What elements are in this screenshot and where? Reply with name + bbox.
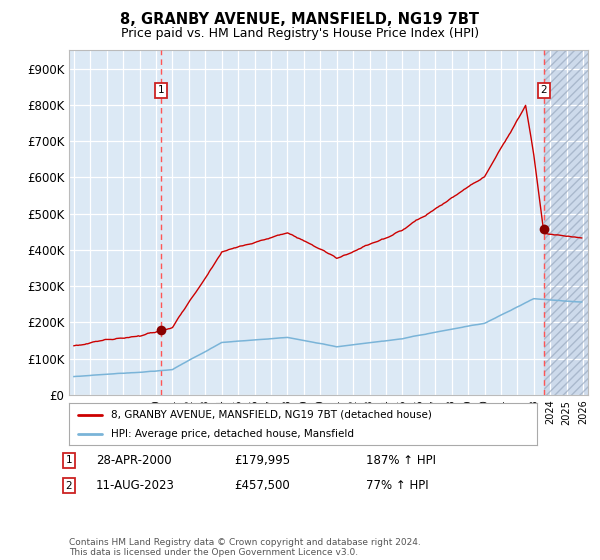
Text: HPI: Average price, detached house, Mansfield: HPI: Average price, detached house, Mans… (111, 429, 354, 439)
Text: 77% ↑ HPI: 77% ↑ HPI (366, 479, 428, 492)
Text: 28-APR-2000: 28-APR-2000 (96, 454, 172, 467)
Bar (544, 50, 591, 395)
Bar (544, 50, 591, 395)
Text: 2: 2 (65, 480, 73, 491)
Text: £179,995: £179,995 (234, 454, 290, 467)
Text: Price paid vs. HM Land Registry's House Price Index (HPI): Price paid vs. HM Land Registry's House … (121, 27, 479, 40)
Text: 2: 2 (541, 85, 547, 95)
Text: 187% ↑ HPI: 187% ↑ HPI (366, 454, 436, 467)
Text: £457,500: £457,500 (234, 479, 290, 492)
Text: Contains HM Land Registry data © Crown copyright and database right 2024.
This d: Contains HM Land Registry data © Crown c… (69, 538, 421, 557)
Text: 8, GRANBY AVENUE, MANSFIELD, NG19 7BT (detached house): 8, GRANBY AVENUE, MANSFIELD, NG19 7BT (d… (111, 409, 432, 419)
Text: 11-AUG-2023: 11-AUG-2023 (96, 479, 175, 492)
Text: 8, GRANBY AVENUE, MANSFIELD, NG19 7BT: 8, GRANBY AVENUE, MANSFIELD, NG19 7BT (121, 12, 479, 27)
Text: 1: 1 (158, 85, 164, 95)
Text: 1: 1 (65, 455, 73, 465)
